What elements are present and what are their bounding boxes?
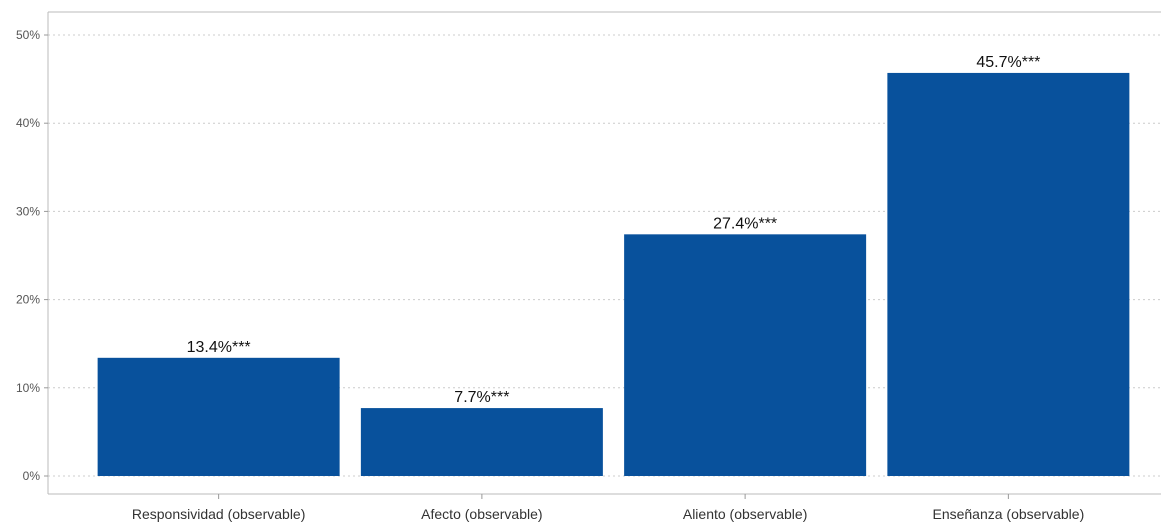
bar — [887, 72, 1130, 477]
bar-value-label: 7.7%*** — [454, 389, 509, 406]
bar — [97, 357, 340, 476]
data-labels: 13.4%*** 7.7%*** 27.4%*** 45.7%*** — [187, 54, 1041, 406]
x-tick-label: Enseñanza (observable) — [932, 506, 1084, 522]
y-tick-label: 20% — [16, 293, 40, 307]
bars — [97, 72, 1130, 477]
y-tick-label: 30% — [16, 204, 40, 218]
bar-value-label: 45.7%*** — [976, 54, 1040, 71]
x-tick-label: Responsividad (observable) — [132, 506, 306, 522]
bar-value-label: 27.4%*** — [713, 215, 777, 232]
y-tick-label: 10% — [16, 381, 40, 395]
bar — [624, 234, 867, 476]
axes: 0% 10% 20% 30% 40% 50% Responsividad (observab… — [16, 11, 1161, 522]
x-tick-label: Afecto (observable) — [421, 506, 542, 522]
bar — [360, 408, 603, 476]
bar-value-label: 13.4%*** — [187, 339, 251, 356]
y-tick-label: 40% — [16, 116, 40, 130]
y-tick-label: 0% — [23, 469, 41, 483]
x-tick-label: Aliento (observable) — [683, 506, 808, 522]
y-tick-label: 50% — [16, 28, 40, 42]
